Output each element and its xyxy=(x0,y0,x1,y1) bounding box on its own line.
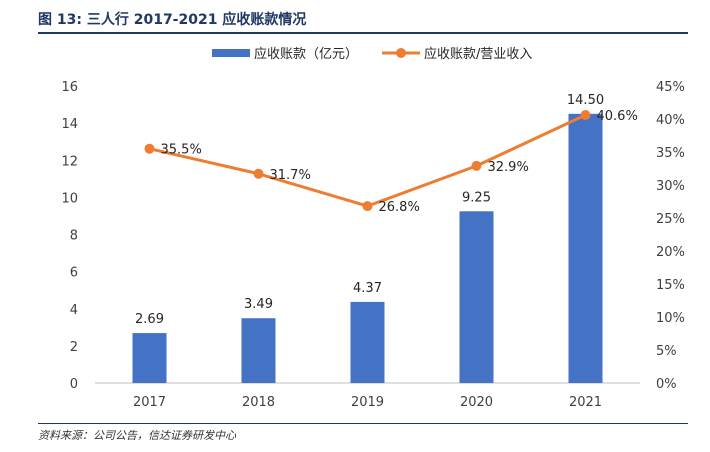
y-right-tick-label: 20% xyxy=(656,245,685,260)
figure-title-text: 三人行 2017-2021 应收账款情况 xyxy=(86,12,307,28)
legend-bar-swatch xyxy=(212,49,250,57)
legend-bar-label: 应收账款（亿元） xyxy=(254,46,358,62)
line-data-label: 31.7% xyxy=(270,168,311,183)
figure-label: 图 13: xyxy=(38,12,82,28)
y-right-tick-label: 35% xyxy=(656,146,685,161)
line-data-label: 35.5% xyxy=(161,143,202,158)
y-left-tick-label: 10 xyxy=(61,191,78,206)
x-tick-label: 2019 xyxy=(351,395,384,410)
y-right-tick-label: 5% xyxy=(656,344,677,359)
bar-data-label: 4.37 xyxy=(353,281,382,296)
line-data-label: 26.8% xyxy=(379,200,420,215)
line-data-label: 40.6% xyxy=(597,109,638,124)
bar-series: 2.69 3.49 4.37 9.25 14.50 xyxy=(132,93,604,383)
legend: 应收账款（亿元） 应收账款/营业收入 xyxy=(212,46,532,62)
line-point xyxy=(471,160,482,171)
bottom-rule xyxy=(38,423,688,424)
y-left-tick-label: 6 xyxy=(70,266,78,281)
y-right-tick-label: 10% xyxy=(656,311,685,326)
bar xyxy=(350,301,385,383)
figure-title: 图 13: 三人行 2017-2021 应收账款情况 xyxy=(38,9,306,29)
bar-data-label: 2.69 xyxy=(135,312,164,327)
x-tick-label: 2021 xyxy=(569,395,602,410)
y-right-tick-label: 0% xyxy=(656,377,677,392)
y-right-tick-label: 15% xyxy=(656,278,685,293)
bar-data-label: 14.50 xyxy=(567,93,604,108)
y-left-tick-label: 8 xyxy=(70,229,78,244)
bar-data-label: 9.25 xyxy=(462,190,491,205)
y-left-tick-label: 4 xyxy=(70,303,78,318)
bar-data-label: 3.49 xyxy=(244,297,273,312)
bar xyxy=(568,113,603,383)
y-left-tick-label: 2 xyxy=(70,340,78,355)
line-point xyxy=(362,201,373,212)
x-tick-label: 2017 xyxy=(133,395,166,410)
y-left-tick-label: 12 xyxy=(61,154,78,169)
x-tick-label: 2018 xyxy=(242,395,275,410)
y-left-tick-label: 0 xyxy=(70,377,78,392)
y-left-tick-label: 16 xyxy=(61,80,78,95)
line-series: 35.5% 31.7% 26.8% 32.9% 40.6% xyxy=(144,109,638,215)
line-point xyxy=(580,110,591,121)
y-right-tick-label: 45% xyxy=(656,80,685,95)
y-right-tick-label: 25% xyxy=(656,212,685,227)
bar xyxy=(241,318,276,383)
y-right-tick-label: 40% xyxy=(656,113,685,128)
line-data-label: 32.9% xyxy=(488,160,529,175)
legend-line-marker xyxy=(396,48,406,58)
x-tick-label: 2020 xyxy=(460,395,493,410)
bar xyxy=(459,211,494,383)
legend-line-label: 应收账款/营业收入 xyxy=(424,46,532,62)
source-note: 资料来源：公司公告，信达证券研发中心 xyxy=(38,429,236,442)
line-point xyxy=(253,168,264,179)
top-rule xyxy=(38,32,688,34)
line-point xyxy=(144,143,155,154)
y-right-tick-label: 30% xyxy=(656,179,685,194)
bar xyxy=(132,333,167,383)
y-left-tick-label: 14 xyxy=(61,117,78,132)
